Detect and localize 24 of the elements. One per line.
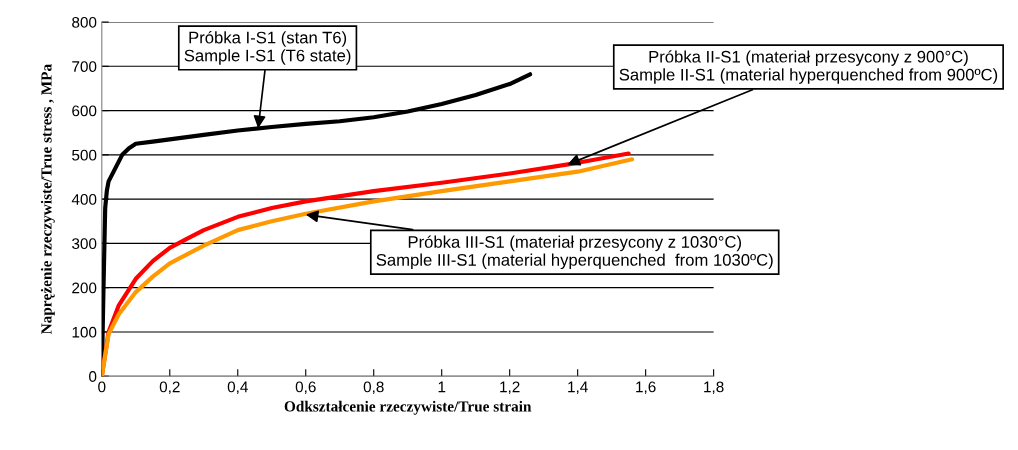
annotation: Próbka III-S1 (materiał przesycony z 1030°C) Sample III-S1 (material hyperquenched from 1030ºC) bbox=[376, 235, 773, 270]
annotation: Próbka I-S1 (stan T6) Sample I-S1 (T6 state) bbox=[184, 31, 351, 65]
y-tick-label: 700 bbox=[72, 61, 97, 72]
x-tick-label: 1,8 bbox=[704, 381, 724, 395]
x-tick-label: 0,4 bbox=[227, 381, 248, 395]
y-tick-label: 600 bbox=[72, 105, 97, 117]
y-tick-label: 0 bbox=[89, 371, 97, 382]
x-tick-label: 1 bbox=[438, 381, 446, 393]
y-tick-label: 400 bbox=[71, 193, 97, 205]
x-tick-label: 1,2 bbox=[500, 381, 520, 395]
x-tick-label: 0,2 bbox=[159, 381, 180, 395]
x-tick-label: 0 bbox=[98, 381, 106, 393]
y-axis-title: Naprężenie rzeczywiste/True stress , MPa bbox=[40, 64, 55, 335]
x-axis-title: Odkształcenie rzeczywiste/True strain bbox=[284, 400, 532, 415]
y-tick-label: 200 bbox=[72, 282, 97, 294]
y-tick-label: 300 bbox=[72, 238, 97, 250]
x-tick-label: 1,6 bbox=[636, 381, 656, 395]
y-tick-label: 800 bbox=[72, 16, 97, 28]
y-tick-label: 100 bbox=[72, 326, 97, 338]
y-tick-label: 500 bbox=[72, 149, 97, 161]
x-tick-label: 0,6 bbox=[295, 381, 316, 395]
annotation: Próbka II-S1 (materiał przesycony z 900°C) Sample II-S1 (material hyperquenched from 900ºC) bbox=[619, 50, 998, 84]
x-tick-label: 1,4 bbox=[568, 381, 588, 395]
x-tick-label: 0,8 bbox=[363, 381, 384, 395]
